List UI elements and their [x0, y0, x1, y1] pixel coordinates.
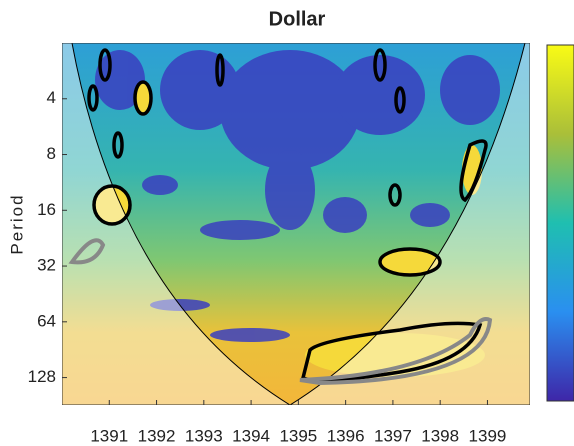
- chart-title: Dollar: [269, 8, 326, 30]
- x-tick-label: 1391: [90, 426, 128, 445]
- y-tick-label: 64: [37, 311, 56, 330]
- x-tick-label: 1394: [232, 426, 270, 445]
- y-axis-label: Period: [7, 193, 26, 254]
- colorbar: [546, 44, 574, 402]
- x-tick-label: 1392: [138, 426, 176, 445]
- x-tick-label: 1393: [185, 426, 223, 445]
- y-tick-label: 32: [37, 256, 56, 275]
- x-tick-label: 1399: [469, 426, 507, 445]
- x-tick-label: 1396: [327, 426, 365, 445]
- wavelet-field: [62, 43, 530, 405]
- x-tick-label: 1398: [421, 426, 459, 445]
- y-tick-label: 16: [37, 200, 56, 219]
- x-tick-label: 1397: [374, 426, 412, 445]
- x-tick-label: 1395: [279, 426, 317, 445]
- y-tick-label: 128: [28, 367, 56, 386]
- y-tick-label: 8: [47, 144, 56, 163]
- y-tick-label: 4: [47, 88, 56, 107]
